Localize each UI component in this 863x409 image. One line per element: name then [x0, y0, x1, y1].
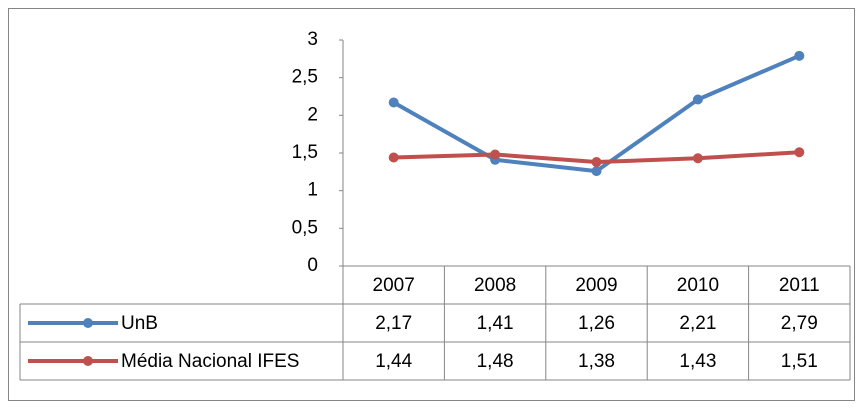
data-label: 2,79 — [781, 313, 818, 334]
marker — [692, 94, 703, 105]
marker — [388, 97, 399, 108]
marker — [591, 166, 602, 177]
legend-label: Média Nacional IFES — [121, 351, 299, 372]
y-tick-label: 2 — [307, 104, 318, 125]
data-label: 2,21 — [679, 313, 716, 334]
marker — [490, 149, 501, 160]
data-label: 1,41 — [477, 313, 514, 334]
x-tick-label: 2009 — [575, 275, 617, 296]
y-tick-label: 0,5 — [292, 217, 318, 238]
x-tick-label: 2011 — [779, 275, 820, 296]
data-label: 1,26 — [578, 313, 615, 334]
marker — [591, 157, 602, 168]
data-label: 1,48 — [477, 351, 514, 372]
x-tick-label: 2007 — [373, 275, 415, 296]
data-label: 1,43 — [679, 351, 716, 372]
data-label: 1,51 — [781, 351, 818, 372]
marker — [794, 50, 805, 61]
y-tick-label: 3 — [307, 29, 318, 50]
data-label: 2,17 — [375, 313, 412, 334]
y-tick-label: 1 — [307, 180, 318, 201]
marker — [794, 147, 805, 158]
legend-marker — [83, 356, 93, 366]
x-tick-label: 2010 — [677, 275, 719, 296]
chart-border — [8, 8, 855, 401]
x-tick-label: 2008 — [474, 275, 516, 296]
y-tick-label: 2,5 — [292, 67, 318, 88]
data-label: 1,38 — [578, 351, 615, 372]
y-tick-label: 0 — [307, 255, 318, 276]
marker — [692, 153, 703, 164]
y-tick-label: 1,5 — [292, 142, 318, 163]
legend-marker — [83, 318, 93, 328]
data-label: 1,44 — [375, 351, 412, 372]
legend-label: UnB — [121, 313, 158, 334]
marker — [388, 152, 399, 163]
